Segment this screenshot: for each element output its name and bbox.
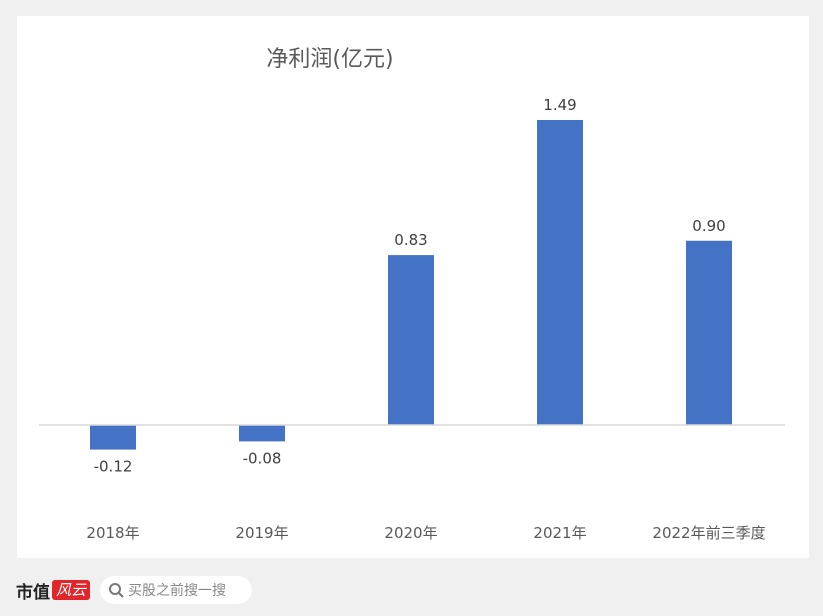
category-label: 2020年	[384, 524, 437, 542]
category-label: 2022年前三季度	[652, 524, 765, 542]
footer: 市值 风云 买股之前搜一搜	[16, 576, 253, 604]
chart-card: 净利润(亿元) -0.12 2018年 -0.08 2019年 0.83 2020年 1.4…	[17, 16, 809, 558]
data-label: -0.12	[94, 458, 133, 476]
data-label: -0.08	[243, 449, 282, 467]
category-label: 2021年	[533, 524, 586, 542]
bar-chart: 净利润(亿元) -0.12 2018年 -0.08 2019年 0.83 2020年 1.4…	[39, 47, 785, 542]
chart-title: 净利润(亿元)	[266, 47, 393, 72]
bar	[388, 255, 434, 425]
search-input[interactable]: 买股之前搜一搜	[100, 576, 253, 604]
bar	[90, 425, 136, 450]
category-label: 2018年	[86, 524, 139, 542]
bar	[239, 425, 285, 442]
bar	[537, 119, 583, 425]
search-placeholder: 买股之前搜一搜	[128, 583, 227, 599]
logo-text: 市值	[16, 582, 50, 603]
data-label: 0.90	[692, 217, 725, 235]
search-icon	[109, 583, 124, 598]
logo-badge: 风云	[52, 580, 91, 600]
data-label: 1.49	[543, 96, 576, 114]
bar	[686, 240, 732, 425]
category-label: 2019年	[235, 524, 288, 542]
data-label: 0.83	[394, 231, 427, 249]
